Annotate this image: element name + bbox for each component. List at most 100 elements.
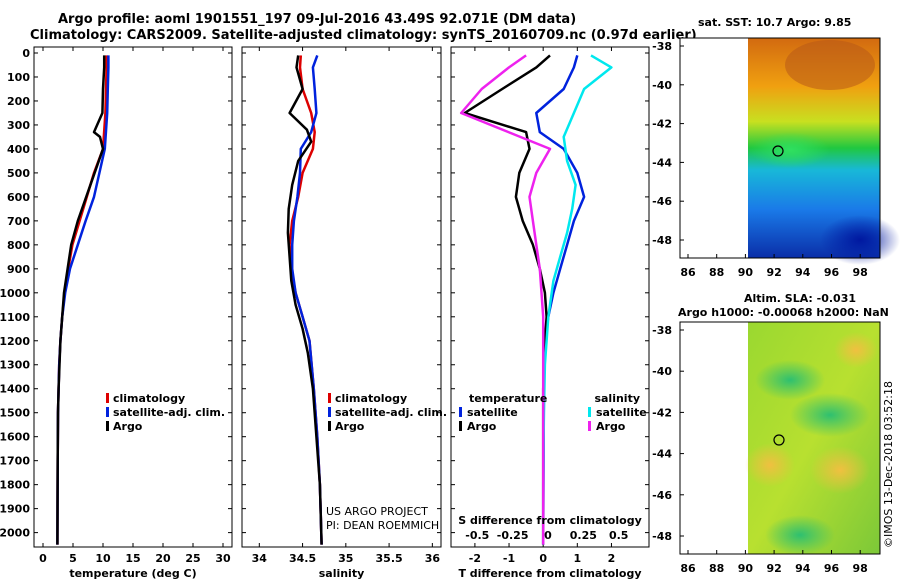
map-lon-label: 96 <box>824 266 840 279</box>
sla-map <box>679 321 881 555</box>
legend-swatch <box>106 407 109 417</box>
salinity-xlabel: salinity <box>319 567 365 580</box>
depth-tick-label: 1500 <box>0 407 30 420</box>
legend-swatch <box>459 407 462 417</box>
legend-label: Argo <box>467 420 497 433</box>
map-lon-label: 88 <box>709 266 724 279</box>
map-lon-label: 96 <box>824 562 840 575</box>
map-lon-label: 90 <box>738 562 754 575</box>
map-axes: -38 -40 -42 -44 -46 -48 86 88 90 92 94 96 98 -38 -40 -4… <box>652 40 868 575</box>
depth-tick-label: 900 <box>7 263 30 276</box>
depth-tick-label: 2000 <box>0 527 30 540</box>
map-lat-label: -46 <box>652 195 672 208</box>
map-lon-label: 92 <box>766 562 781 575</box>
legend-label: climatology <box>113 392 185 405</box>
depth-tick-label: 800 <box>7 239 30 252</box>
legend-swatch <box>588 421 591 431</box>
map-lat-label: -44 <box>652 448 672 461</box>
argo-location-marker <box>772 145 784 157</box>
sla-map-title-1: Altim. SLA: -0.031 <box>744 292 856 305</box>
depth-tick-label: 1000 <box>0 287 30 300</box>
legend-label: climatology <box>335 392 407 405</box>
salinity-panel <box>241 46 442 548</box>
legend-swatch <box>459 421 462 431</box>
legend-temperature-header: temperature <box>469 392 547 405</box>
map-lon-label: 90 <box>738 266 754 279</box>
legend-salinity-header: salinity <box>594 392 640 405</box>
depth-tick-label: 1100 <box>0 311 30 324</box>
x-tick-label: 1 <box>573 552 581 565</box>
x-tick-label: 30 <box>215 552 231 565</box>
depth-tick-label: 400 <box>7 143 30 156</box>
x-tick-label: 20 <box>155 552 171 565</box>
x-tick-label: 35.5 <box>376 552 403 565</box>
legend-swatch <box>328 421 331 431</box>
map-lat-label: -48 <box>652 234 672 247</box>
x-tick-label: 0 <box>39 552 47 565</box>
map-lat-label: -46 <box>652 489 672 502</box>
s-diff-tick-label: 0 <box>544 529 552 542</box>
temperature-xlabel: temperature (deg C) <box>69 567 196 580</box>
map-lon-label: 94 <box>795 266 811 279</box>
s-diff-tick-label: -0.5 <box>465 529 489 542</box>
legend-label: Argo <box>596 420 626 433</box>
depth-tick-label: 300 <box>7 119 30 132</box>
depth-tick-label: 1300 <box>0 359 30 372</box>
sst-map <box>679 37 900 265</box>
legend-label: satellite <box>467 406 518 419</box>
legend-swatch <box>588 407 591 417</box>
map-lat-label: -42 <box>652 406 672 419</box>
x-tick-label: 34 <box>252 552 268 565</box>
legend-swatch <box>106 393 109 403</box>
legend-label: Argo <box>113 420 143 433</box>
map-lat-label: -38 <box>652 324 672 337</box>
depth-tick-label: 0 <box>22 47 30 60</box>
difference-xlabel: T difference from climatology <box>458 567 641 580</box>
difference-s-xlabel: S difference from climatology <box>458 514 642 527</box>
depth-tick-label: 1200 <box>0 335 30 348</box>
x-tick-label: -1 <box>503 552 515 565</box>
map-lat-label: -44 <box>652 156 672 169</box>
x-tick-label: 15 <box>125 552 140 565</box>
legend-label: Argo <box>335 420 365 433</box>
title-line-2: Climatology: CARS2009. Satellite-adjuste… <box>30 28 697 43</box>
depth-axis: 0 100 200 300 400 500 600 700 800 900 1000 1100 1200… <box>0 47 649 540</box>
temperature-panel <box>33 46 233 548</box>
x-tick-label: 2 <box>608 552 616 565</box>
legend-label: satellite <box>596 406 647 419</box>
map-lon-label: 86 <box>680 562 696 575</box>
sla-map-title-2: Argo h1000: -0.00068 h2000: NaN <box>678 306 889 319</box>
s-diff-tick-label: 0.5 <box>609 529 629 542</box>
x-tick-label: 5 <box>69 552 77 565</box>
depth-tick-label: 100 <box>7 71 30 84</box>
legend-swatch <box>106 421 109 431</box>
series-line-s-argo <box>459 54 552 545</box>
project-note-2: PI: DEAN ROEMMICH <box>326 519 439 532</box>
series-line-argo <box>56 55 106 545</box>
x-tick-label: 10 <box>95 552 111 565</box>
legend-label: satellite-adj. clim. <box>113 406 225 419</box>
map-lon-label: 86 <box>680 266 696 279</box>
depth-tick-label: 1400 <box>0 383 30 396</box>
map-lat-label: -48 <box>652 530 672 543</box>
depth-tick-label: 200 <box>7 95 30 108</box>
x-tick-label: 35 <box>338 552 353 565</box>
title-line-1: Argo profile: aoml 1901551_197 09-Jul-20… <box>58 12 577 27</box>
depth-tick-label: 1900 <box>0 503 30 516</box>
series-line-t-argo <box>463 54 551 545</box>
s-diff-tick-label: 0.25 <box>570 529 597 542</box>
map-lon-label: 94 <box>795 562 811 575</box>
map-lon-label: 92 <box>766 266 781 279</box>
map-lat-label: -40 <box>652 365 672 378</box>
series-line-argo <box>286 55 323 545</box>
map-lon-label: 98 <box>853 266 868 279</box>
x-tick-label: 25 <box>185 552 200 565</box>
x-tick-label: 34.5 <box>289 552 316 565</box>
legend-label: satellite-adj. clim. <box>335 406 447 419</box>
sst-map-title: sat. SST: 10.7 Argo: 9.85 <box>698 16 851 29</box>
map-lat-label: -38 <box>652 40 672 53</box>
legend-swatch <box>328 393 331 403</box>
